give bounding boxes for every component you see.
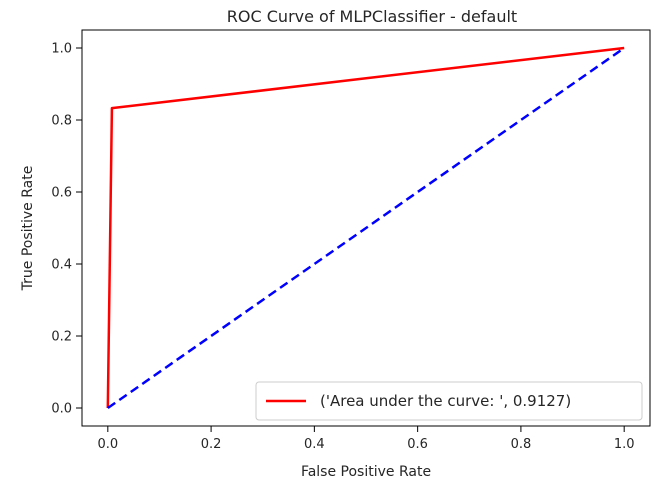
y-axis-ticks: 0.0 0.2 0.4 0.6 0.8 1.0 <box>51 42 82 417</box>
roc-curve-line <box>106 46 625 409</box>
x-tick-label: 0.8 <box>511 437 532 452</box>
x-tick-label: 1.0 <box>614 437 635 452</box>
legend-label-auc: ('Area under the curve: ', 0.9127) <box>320 392 571 410</box>
y-tick-label: 0.0 <box>51 402 72 417</box>
series-layer <box>106 46 625 410</box>
chance-diagonal-line <box>107 46 625 410</box>
legend-box <box>255 381 643 421</box>
y-tick-label: 0.4 <box>51 258 72 273</box>
y-tick-label: 0.6 <box>51 186 72 201</box>
y-tick-label: 1.0 <box>51 42 72 57</box>
y-tick-label: 0.8 <box>51 114 72 129</box>
x-tick-label: 0.2 <box>201 437 222 452</box>
x-axis-label: False Positive Rate <box>301 464 431 480</box>
x-tick-label: 0.4 <box>304 437 325 452</box>
x-tick-label: 0.0 <box>97 437 118 452</box>
y-tick-label: 0.2 <box>51 330 72 345</box>
y-axis-label: True Positive Rate <box>20 166 36 292</box>
chart-title: ROC Curve of MLPClassifier - default <box>227 7 517 26</box>
x-axis-ticks: 0.0 0.2 0.4 0.6 0.8 1.0 <box>97 426 635 452</box>
legend: ('Area under the curve: ', 0.9127) <box>255 381 643 421</box>
x-tick-label: 0.6 <box>407 437 428 452</box>
